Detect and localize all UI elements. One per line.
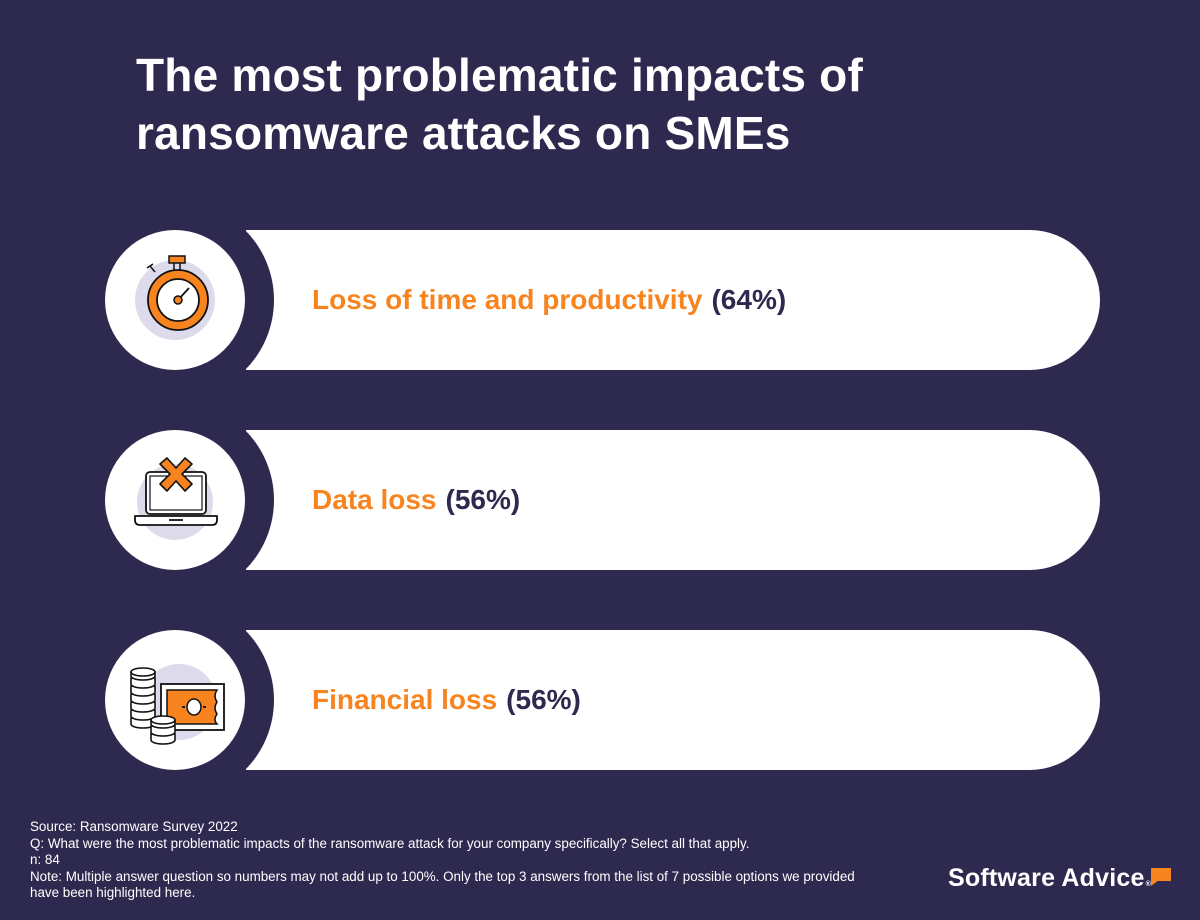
icon-badge bbox=[105, 630, 245, 770]
source-note: Source: Ransomware Survey 2022 bbox=[30, 819, 238, 834]
impact-pill bbox=[246, 630, 1100, 770]
logo-text: Software Advice bbox=[948, 864, 1145, 892]
page-title: The most problematic impacts of ransomwa… bbox=[136, 46, 1036, 162]
sample-size: n: 84 bbox=[30, 852, 60, 867]
impact-label: Financial loss (56%) bbox=[312, 630, 581, 770]
impact-name: Data loss bbox=[312, 484, 437, 515]
impact-name: Financial loss bbox=[312, 684, 498, 715]
title-line-2: ransomware attacks on SMEs bbox=[136, 107, 791, 159]
impact-row-financial: Financial loss (56%) bbox=[0, 601, 1200, 799]
impact-row-data: Data loss (56%) bbox=[0, 401, 1200, 599]
impact-row-time: Loss of time and productivity (64%) bbox=[0, 201, 1200, 399]
impact-label: Loss of time and productivity (64%) bbox=[312, 230, 786, 370]
impact-pill bbox=[246, 430, 1100, 570]
registered-mark: ® bbox=[1145, 881, 1151, 888]
impact-percent: (64%) bbox=[711, 284, 787, 315]
money-coins-icon bbox=[130, 664, 225, 745]
impact-pill bbox=[246, 230, 1100, 370]
software-advice-logo: Software Advice® bbox=[948, 864, 1171, 893]
laptop-x-icon bbox=[134, 457, 218, 540]
title-line-1: The most problematic impacts of bbox=[136, 49, 863, 101]
impact-label: Data loss (56%) bbox=[312, 430, 520, 570]
speech-bubble-icon bbox=[1151, 868, 1171, 886]
impact-percent: (56%) bbox=[445, 484, 521, 515]
stopwatch-icon bbox=[135, 255, 215, 340]
impact-percent: (56%) bbox=[506, 684, 581, 715]
icon-badge bbox=[105, 430, 245, 570]
methodology-note: Note: Multiple answer question so number… bbox=[30, 868, 855, 901]
question-note: Q: What were the most problematic impact… bbox=[30, 835, 750, 851]
icon-badge bbox=[105, 230, 245, 370]
impact-name: Loss of time and productivity bbox=[312, 284, 703, 315]
footnotes: Source: Ransomware Survey 2022 Q: What w… bbox=[30, 819, 870, 902]
